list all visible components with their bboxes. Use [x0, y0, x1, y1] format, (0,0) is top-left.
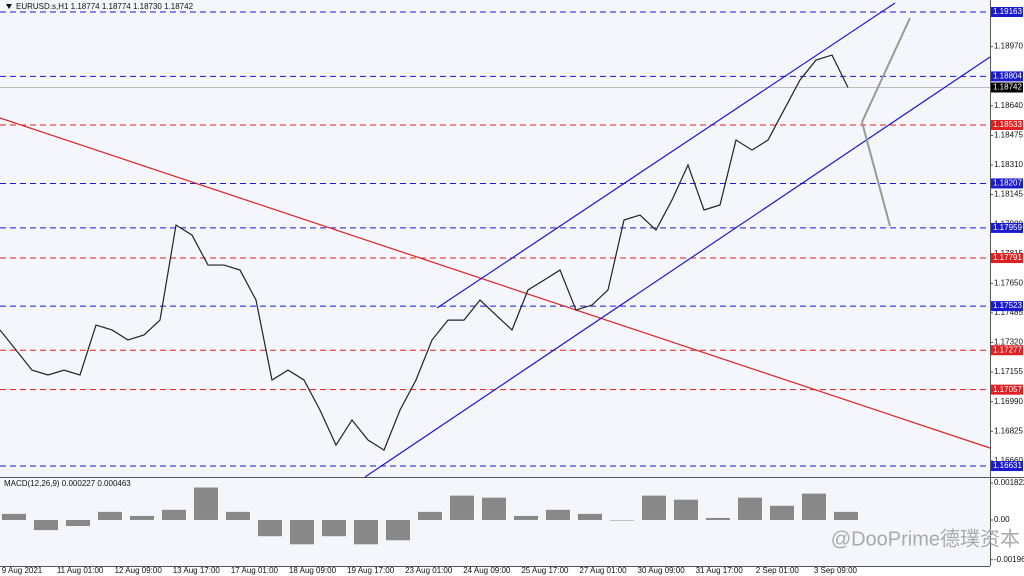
y-tick-label: 1.16660 — [994, 456, 1023, 465]
macd-bar — [834, 511, 858, 520]
macd-bar — [226, 511, 250, 520]
menu-icon[interactable] — [6, 4, 12, 9]
macd-bar — [546, 509, 570, 520]
level-box — [991, 301, 1023, 312]
level-label: 1.17277 — [993, 345, 1022, 354]
level-box — [991, 7, 1023, 18]
x-tick-label: 23 Aug 01:00 — [405, 566, 453, 575]
level-box — [991, 253, 1023, 264]
macd-bar — [2, 513, 26, 520]
level-label: 1.17057 — [993, 385, 1022, 394]
level-box — [991, 461, 1023, 472]
macd-bar — [322, 519, 346, 537]
macd-bar — [770, 505, 794, 520]
macd-bar — [386, 519, 410, 541]
y-tick-label: 1.16990 — [994, 397, 1023, 406]
macd-bar — [706, 517, 730, 520]
macd-bar — [514, 515, 538, 520]
layer — [0, 11, 990, 467]
level-box — [991, 384, 1023, 395]
macd-bar — [482, 497, 506, 520]
price-box — [991, 82, 1023, 93]
level-box — [991, 119, 1023, 130]
x-tick-label: 12 Aug 09:00 — [115, 566, 163, 575]
x-tick-label: 18 Aug 09:00 — [289, 566, 337, 575]
macd-bar — [162, 509, 186, 520]
y-tick-label: 1.18970 — [994, 42, 1023, 51]
level-label: 1.18533 — [993, 120, 1022, 129]
channel-line — [364, 56, 991, 478]
trend-line — [0, 117, 991, 449]
watermark: @DooPrime德璞资本 — [831, 527, 1020, 550]
arrow — [861, 121, 891, 227]
price-label: 1.18742 — [993, 83, 1022, 92]
x-tick-label: 9 Aug 2021 — [2, 566, 43, 575]
macd-bar — [450, 495, 474, 520]
x-tick-label: 19 Aug 17:00 — [347, 566, 395, 575]
macd-bar — [642, 495, 666, 520]
macd-tick-label: 0.001822 — [994, 478, 1024, 487]
y-tick-label: 1.17485 — [994, 308, 1023, 317]
level-label: 1.17959 — [993, 223, 1022, 232]
x-tick-label: 30 Aug 09:00 — [638, 566, 686, 575]
level-box — [991, 345, 1023, 356]
level-box — [991, 71, 1023, 82]
level-label: 1.16631 — [993, 461, 1022, 470]
x-tick-label: 17 Aug 01:00 — [231, 566, 279, 575]
arrow — [861, 17, 911, 123]
macd-bar — [194, 487, 218, 520]
level-box — [991, 178, 1023, 189]
macd-bar — [34, 519, 58, 531]
y-tick-label: 1.17155 — [994, 367, 1023, 376]
y-tick-label: 1.18640 — [994, 101, 1023, 110]
x-tick-label: 24 Aug 09:00 — [463, 566, 511, 575]
y-tick-label: 1.17650 — [994, 278, 1023, 287]
macd-bar — [354, 519, 378, 545]
level-label: 1.17791 — [993, 253, 1022, 262]
level-label: 1.19163 — [993, 7, 1022, 16]
macd-bar — [418, 511, 442, 520]
macd-bar — [290, 519, 314, 545]
y-tick-label: 1.18145 — [994, 190, 1023, 199]
x-tick-label: 27 Aug 01:00 — [579, 566, 627, 575]
y-tick-label: 1.18475 — [994, 130, 1023, 139]
macd-title: MACD(12,26,9) 0.000227 0.000463 — [4, 479, 131, 488]
x-tick-label: 13 Aug 17:00 — [173, 566, 221, 575]
macd-bar — [610, 519, 634, 521]
channel-line — [436, 2, 896, 309]
x-tick-label: 11 Aug 01:00 — [57, 566, 104, 575]
level-label: 1.17523 — [993, 301, 1022, 310]
y-tick-label: 1.16825 — [994, 426, 1023, 435]
y-tick-label: 1.18310 — [994, 160, 1023, 169]
macd-tick-label: -0.00196 — [994, 555, 1024, 564]
macd-bar — [98, 511, 122, 520]
level-label: 1.18207 — [993, 179, 1022, 188]
macd-bar — [738, 497, 762, 520]
x-tick-label: 31 Aug 17:00 — [696, 566, 744, 575]
x-tick-label: 25 Aug 17:00 — [521, 566, 569, 575]
y-tick-label: 1.17320 — [994, 338, 1023, 347]
price-line — [0, 54, 849, 451]
macd-bar — [802, 493, 826, 520]
macd-bar — [578, 513, 602, 520]
chart-title: EURUSD.s,H1 1.18774 1.18774 1.18730 1.18… — [16, 2, 194, 11]
macd-tick-label: 0.00 — [994, 515, 1010, 524]
macd-bar — [66, 519, 90, 527]
level-label: 1.18804 — [993, 72, 1022, 81]
level-box — [991, 222, 1023, 233]
macd-bar — [674, 499, 698, 520]
macd-bar — [130, 515, 154, 520]
x-tick-label: 2 Sep 01:00 — [756, 566, 800, 575]
macd-bar — [258, 519, 282, 537]
x-tick-label: 3 Sep 09:00 — [814, 566, 858, 575]
